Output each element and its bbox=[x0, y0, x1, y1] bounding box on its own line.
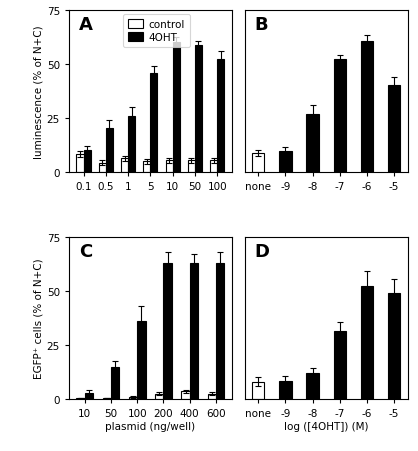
Bar bbox=[155, 394, 163, 399]
Bar bbox=[190, 263, 198, 399]
Bar bbox=[85, 393, 93, 399]
Text: B: B bbox=[255, 16, 268, 34]
Bar bbox=[150, 74, 158, 173]
Bar bbox=[84, 150, 91, 173]
Bar bbox=[361, 41, 373, 173]
Bar bbox=[306, 115, 319, 173]
Bar bbox=[195, 46, 202, 173]
Bar bbox=[388, 294, 400, 399]
Y-axis label: luminescence (% of N+C): luminescence (% of N+C) bbox=[34, 25, 44, 159]
Bar bbox=[210, 161, 217, 173]
Bar bbox=[188, 161, 195, 173]
Bar bbox=[121, 159, 128, 173]
Bar bbox=[181, 391, 190, 399]
Legend: control, 4OHT: control, 4OHT bbox=[123, 15, 190, 48]
Bar bbox=[279, 381, 291, 399]
Bar bbox=[99, 163, 106, 173]
Bar bbox=[252, 153, 265, 173]
Bar bbox=[173, 42, 180, 173]
Text: A: A bbox=[79, 16, 93, 34]
X-axis label: log ([4OHT]) (M): log ([4OHT]) (M) bbox=[284, 421, 368, 431]
Bar bbox=[334, 331, 346, 399]
Bar bbox=[216, 263, 224, 399]
Bar bbox=[129, 397, 137, 399]
Bar bbox=[143, 162, 150, 173]
Bar bbox=[279, 152, 291, 173]
Bar bbox=[388, 86, 400, 173]
Bar bbox=[361, 286, 373, 399]
Text: C: C bbox=[79, 242, 92, 260]
Bar bbox=[137, 322, 145, 399]
Bar bbox=[76, 155, 84, 173]
Bar bbox=[334, 60, 346, 173]
Bar bbox=[128, 117, 135, 173]
Bar bbox=[163, 263, 172, 399]
Bar bbox=[111, 367, 120, 399]
Bar bbox=[252, 382, 265, 399]
Text: D: D bbox=[255, 242, 270, 260]
Bar bbox=[217, 60, 224, 173]
Bar bbox=[306, 373, 319, 399]
Bar bbox=[106, 129, 113, 173]
Bar bbox=[166, 161, 173, 173]
Bar bbox=[208, 394, 216, 399]
Y-axis label: EGFP⁺ cells (% of N+C): EGFP⁺ cells (% of N+C) bbox=[34, 258, 44, 378]
X-axis label: plasmid (ng/well): plasmid (ng/well) bbox=[105, 421, 196, 431]
